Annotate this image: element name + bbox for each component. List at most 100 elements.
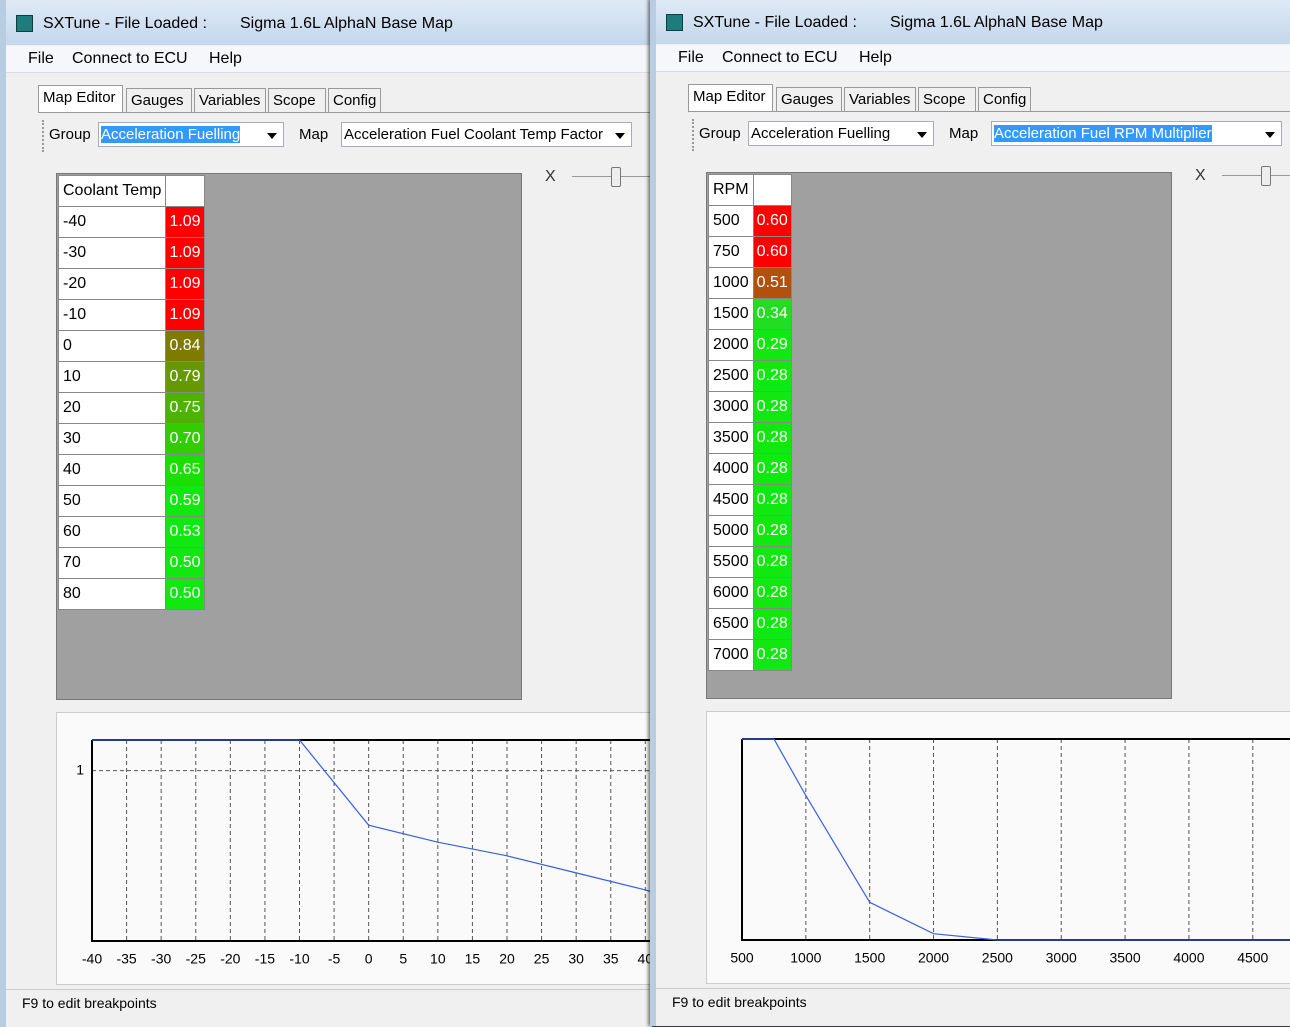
- breakpoint-cell[interactable]: 30: [57, 423, 167, 455]
- x-tick-label: 3000: [1046, 950, 1077, 966]
- breakpoint-cell[interactable]: 1500: [708, 298, 754, 330]
- tab[interactable]: Gauges: [126, 88, 192, 112]
- slider-label: X: [545, 168, 556, 185]
- value-cell[interactable]: 0.60: [752, 236, 792, 268]
- menu-item[interactable]: Help: [209, 50, 242, 67]
- breakpoint-cell[interactable]: 5000: [708, 515, 754, 547]
- x-tick-label: -15: [255, 951, 275, 967]
- breakpoint-cell[interactable]: 20: [57, 392, 167, 424]
- value-cell[interactable]: 0.75: [165, 392, 205, 424]
- menu-bar: File Connect to ECU Help: [656, 45, 1290, 72]
- value-cell[interactable]: 0.60: [752, 205, 792, 237]
- value-cell[interactable]: 0.28: [752, 360, 792, 392]
- value-cell[interactable]: 0.65: [165, 454, 205, 486]
- breakpoint-cell[interactable]: -40: [57, 206, 167, 238]
- menu-item[interactable]: File: [678, 49, 704, 66]
- map-combo[interactable]: Acceleration Fuel Coolant Temp Factor: [341, 122, 632, 147]
- value-cell[interactable]: 0.28: [752, 391, 792, 423]
- value-cell[interactable]: 0.59: [165, 485, 205, 517]
- value-cell[interactable]: 0.29: [752, 329, 792, 361]
- tab[interactable]: Config: [328, 88, 381, 112]
- breakpoint-cell[interactable]: 60: [57, 516, 167, 548]
- tab[interactable]: Map Editor: [688, 84, 773, 112]
- menu-item[interactable]: File: [28, 50, 54, 67]
- breakpoint-cell[interactable]: 5500: [708, 546, 754, 578]
- breakpoint-cell[interactable]: 3000: [708, 391, 754, 423]
- value-cell[interactable]: 0.53: [165, 516, 205, 548]
- plot-frame: [741, 738, 1290, 941]
- tab[interactable]: Scope: [918, 87, 976, 111]
- value-cell[interactable]: 1.09: [165, 299, 205, 331]
- breakpoint-cell[interactable]: 70: [57, 547, 167, 579]
- value-cell[interactable]: 0.84: [165, 330, 205, 362]
- x-tick-label: 4000: [1173, 950, 1204, 966]
- tab[interactable]: Config: [978, 87, 1031, 111]
- value-cell[interactable]: 0.28: [752, 546, 792, 578]
- value-cell[interactable]: 0.28: [752, 484, 792, 516]
- group-combo[interactable]: Acceleration Fuelling: [748, 121, 934, 146]
- breakpoint-cell[interactable]: -10: [57, 299, 167, 331]
- slider-thumb[interactable]: [1261, 166, 1271, 186]
- tab[interactable]: Variables: [194, 88, 266, 112]
- breakpoint-cell[interactable]: 7000: [708, 639, 754, 671]
- table-row: 1500 0.34: [708, 298, 792, 330]
- value-cell[interactable]: 0.28: [752, 453, 792, 485]
- toolbar-grip: [692, 119, 694, 151]
- value-cell[interactable]: 0.70: [165, 423, 205, 455]
- slider-thumb[interactable]: [611, 167, 621, 187]
- value-header: [165, 175, 205, 207]
- breakpoint-cell[interactable]: 6000: [708, 577, 754, 609]
- value-cell[interactable]: 1.09: [165, 206, 205, 238]
- value-cell[interactable]: 0.28: [752, 515, 792, 547]
- value-cell[interactable]: 0.50: [165, 547, 205, 579]
- window: SXTune - File Loaded : Sigma 1.6L AlphaN …: [0, 0, 652, 1027]
- breakpoint-cell[interactable]: 1000: [708, 267, 754, 299]
- breakpoint-cell[interactable]: -30: [57, 237, 167, 269]
- table-row: -20 1.09: [57, 268, 205, 300]
- value-cell[interactable]: 0.28: [752, 577, 792, 609]
- table-row: 10 0.79: [57, 361, 205, 393]
- breakpoint-cell[interactable]: 6500: [708, 608, 754, 640]
- value-cell[interactable]: 0.79: [165, 361, 205, 393]
- value-cell[interactable]: 0.34: [752, 298, 792, 330]
- group-combo[interactable]: Acceleration Fuelling: [98, 122, 284, 147]
- table-row: 2500 0.28: [708, 360, 792, 392]
- menu-item[interactable]: Help: [859, 49, 892, 66]
- x-tick-label: -30: [151, 951, 171, 967]
- breakpoint-cell[interactable]: 0: [57, 330, 167, 362]
- map-table: Coolant Temp -40 1.09 -30 1.09 -20 1.09 -10 1.09…: [57, 175, 205, 610]
- tab[interactable]: Gauges: [776, 87, 842, 111]
- value-cell[interactable]: 1.09: [165, 268, 205, 300]
- breakpoint-cell[interactable]: 40: [57, 454, 167, 486]
- menu-item[interactable]: Connect to ECU: [722, 49, 838, 66]
- value-cell[interactable]: 0.50: [165, 578, 205, 610]
- value-cell[interactable]: 0.28: [752, 422, 792, 454]
- x-tick-label: 4500: [1237, 950, 1268, 966]
- value-cell[interactable]: 0.28: [752, 608, 792, 640]
- value-cell[interactable]: 0.51: [752, 267, 792, 299]
- breakpoint-cell[interactable]: 500: [708, 205, 754, 237]
- breakpoint-cell[interactable]: 4000: [708, 453, 754, 485]
- axis-header: RPM: [708, 174, 754, 206]
- breakpoint-cell[interactable]: 10: [57, 361, 167, 393]
- breakpoint-cell[interactable]: 2000: [708, 329, 754, 361]
- breakpoint-cell[interactable]: 2500: [708, 360, 754, 392]
- value-cell[interactable]: 0.28: [752, 639, 792, 671]
- tab[interactable]: Variables: [844, 87, 916, 111]
- tab[interactable]: Scope: [268, 88, 326, 112]
- breakpoint-cell[interactable]: -20: [57, 268, 167, 300]
- table-row: -40 1.09: [57, 206, 205, 238]
- map-combo[interactable]: Acceleration Fuel RPM Multiplier: [991, 121, 1282, 146]
- group-value: Acceleration Fuelling: [101, 126, 241, 143]
- app-icon: [666, 14, 683, 31]
- breakpoint-cell[interactable]: 80: [57, 578, 167, 610]
- combo-arrow: [1265, 132, 1275, 138]
- breakpoint-cell[interactable]: 750: [708, 236, 754, 268]
- tab[interactable]: Map Editor: [38, 85, 123, 113]
- menu-item[interactable]: Connect to ECU: [72, 50, 188, 67]
- breakpoint-cell[interactable]: 50: [57, 485, 167, 517]
- value-cell[interactable]: 1.09: [165, 237, 205, 269]
- breakpoint-cell[interactable]: 4500: [708, 484, 754, 516]
- breakpoint-cell[interactable]: 3500: [708, 422, 754, 454]
- status-bar: [656, 988, 1290, 1021]
